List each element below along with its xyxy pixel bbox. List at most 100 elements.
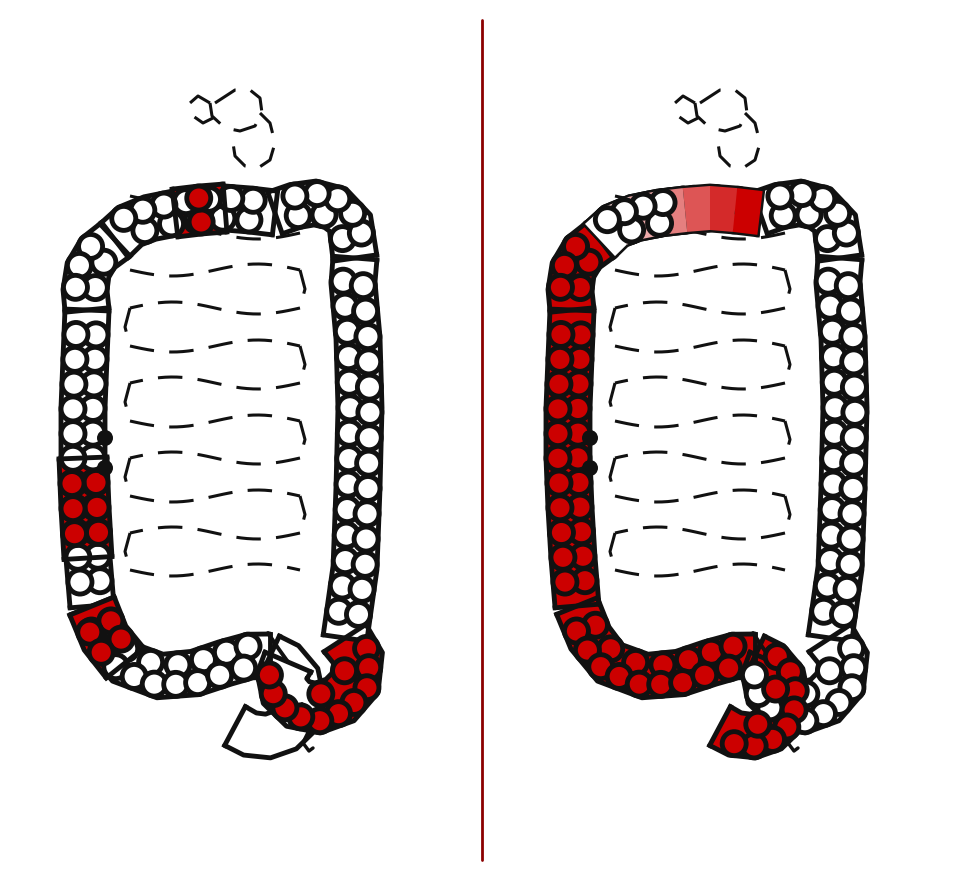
Circle shape — [677, 648, 701, 672]
Polygon shape — [546, 309, 599, 607]
Polygon shape — [742, 624, 868, 733]
Circle shape — [822, 371, 846, 394]
Circle shape — [548, 347, 572, 371]
Circle shape — [337, 421, 362, 445]
Circle shape — [174, 190, 198, 213]
Circle shape — [84, 470, 108, 495]
Circle shape — [566, 397, 590, 420]
Polygon shape — [59, 457, 112, 559]
Circle shape — [257, 663, 281, 687]
Circle shape — [551, 545, 575, 569]
Circle shape — [839, 299, 863, 323]
Circle shape — [98, 614, 122, 637]
Circle shape — [566, 421, 590, 445]
Circle shape — [346, 602, 370, 627]
Circle shape — [87, 520, 111, 545]
Circle shape — [722, 732, 746, 756]
Circle shape — [569, 275, 592, 300]
Circle shape — [331, 226, 355, 251]
Circle shape — [820, 497, 844, 522]
Circle shape — [104, 655, 128, 679]
Circle shape — [576, 250, 601, 274]
Circle shape — [631, 194, 656, 218]
Circle shape — [358, 375, 382, 399]
Circle shape — [819, 524, 844, 547]
Circle shape — [569, 323, 593, 347]
Circle shape — [82, 372, 106, 396]
Circle shape — [312, 203, 336, 227]
Circle shape — [599, 637, 623, 661]
Circle shape — [358, 426, 381, 450]
Circle shape — [159, 212, 183, 236]
Circle shape — [62, 471, 86, 495]
Circle shape — [758, 696, 782, 720]
Circle shape — [91, 638, 115, 662]
Circle shape — [122, 664, 147, 689]
Circle shape — [682, 187, 706, 212]
Circle shape — [659, 190, 683, 213]
Circle shape — [350, 578, 374, 601]
Circle shape — [843, 375, 867, 399]
Circle shape — [589, 655, 613, 679]
Circle shape — [596, 208, 619, 232]
Circle shape — [649, 672, 673, 697]
Circle shape — [597, 206, 621, 231]
Circle shape — [817, 659, 842, 683]
Circle shape — [83, 347, 107, 371]
Circle shape — [842, 656, 866, 680]
Circle shape — [64, 323, 88, 346]
Polygon shape — [710, 186, 737, 232]
Circle shape — [139, 650, 163, 675]
Circle shape — [99, 609, 122, 633]
Circle shape — [548, 496, 572, 520]
Circle shape — [722, 208, 746, 232]
Circle shape — [64, 275, 88, 299]
Circle shape — [818, 549, 843, 572]
Circle shape — [840, 502, 864, 526]
Circle shape — [628, 672, 652, 696]
Circle shape — [821, 447, 845, 471]
Circle shape — [567, 372, 591, 396]
Circle shape — [553, 570, 577, 594]
Circle shape — [843, 426, 867, 450]
Circle shape — [61, 447, 85, 470]
Circle shape — [334, 549, 358, 572]
Polygon shape — [61, 309, 114, 607]
Circle shape — [765, 645, 790, 669]
Circle shape — [620, 218, 644, 242]
Circle shape — [85, 520, 108, 544]
Circle shape — [355, 502, 379, 526]
Circle shape — [832, 602, 855, 627]
Circle shape — [836, 274, 860, 298]
Circle shape — [97, 460, 113, 476]
Circle shape — [327, 600, 351, 623]
Circle shape — [331, 574, 355, 598]
Circle shape — [327, 702, 351, 725]
Circle shape — [340, 201, 364, 225]
Circle shape — [231, 656, 255, 680]
Circle shape — [835, 221, 858, 245]
Polygon shape — [656, 188, 687, 235]
Circle shape — [273, 696, 297, 720]
Circle shape — [612, 199, 636, 224]
Circle shape — [355, 636, 379, 661]
Circle shape — [746, 712, 770, 736]
Polygon shape — [808, 256, 867, 642]
Circle shape — [651, 653, 675, 676]
Circle shape — [651, 191, 675, 215]
Circle shape — [822, 421, 846, 445]
Polygon shape — [710, 636, 809, 758]
Circle shape — [821, 472, 845, 496]
Circle shape — [207, 663, 231, 687]
Circle shape — [547, 372, 571, 396]
Circle shape — [704, 186, 728, 211]
Circle shape — [335, 524, 359, 547]
Circle shape — [61, 397, 85, 421]
Circle shape — [842, 350, 866, 374]
Circle shape — [61, 496, 85, 521]
Circle shape — [81, 397, 105, 420]
Polygon shape — [69, 597, 144, 678]
Circle shape — [354, 299, 378, 323]
Circle shape — [583, 614, 607, 637]
Circle shape — [351, 274, 375, 298]
